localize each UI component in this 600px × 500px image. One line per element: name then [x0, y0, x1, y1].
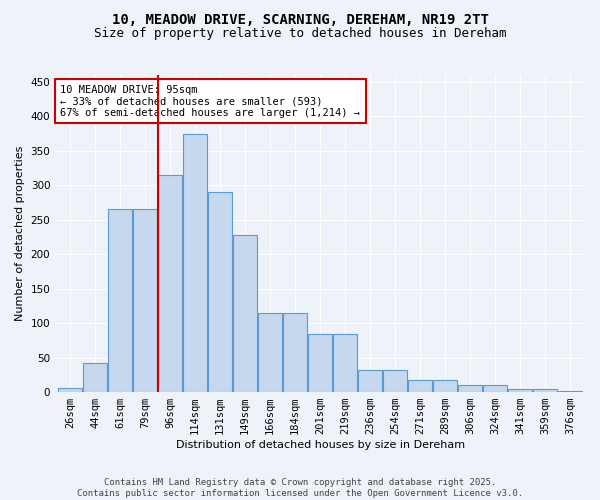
X-axis label: Distribution of detached houses by size in Dereham: Distribution of detached houses by size …: [176, 440, 464, 450]
Bar: [158, 175, 182, 392]
Bar: [183, 134, 207, 392]
Bar: [408, 380, 432, 392]
Bar: [308, 334, 332, 392]
Text: 10 MEADOW DRIVE: 95sqm
← 33% of detached houses are smaller (593)
67% of semi-de: 10 MEADOW DRIVE: 95sqm ← 33% of detached…: [61, 84, 361, 117]
Bar: [108, 210, 132, 392]
Text: Size of property relative to detached houses in Dereham: Size of property relative to detached ho…: [94, 28, 506, 40]
Bar: [58, 388, 82, 392]
Y-axis label: Number of detached properties: Number of detached properties: [15, 146, 25, 321]
Bar: [208, 192, 232, 392]
Text: 10, MEADOW DRIVE, SCARNING, DEREHAM, NR19 2TT: 10, MEADOW DRIVE, SCARNING, DEREHAM, NR1…: [112, 12, 488, 26]
Bar: [508, 390, 532, 392]
Bar: [283, 313, 307, 392]
Bar: [383, 370, 407, 392]
Bar: [358, 370, 382, 392]
Bar: [433, 380, 457, 392]
Bar: [558, 390, 582, 392]
Bar: [458, 384, 482, 392]
Bar: [258, 313, 282, 392]
Bar: [333, 334, 357, 392]
Text: Contains HM Land Registry data © Crown copyright and database right 2025.
Contai: Contains HM Land Registry data © Crown c…: [77, 478, 523, 498]
Bar: [483, 384, 507, 392]
Bar: [233, 235, 257, 392]
Bar: [533, 390, 557, 392]
Bar: [133, 210, 157, 392]
Bar: [83, 363, 107, 392]
